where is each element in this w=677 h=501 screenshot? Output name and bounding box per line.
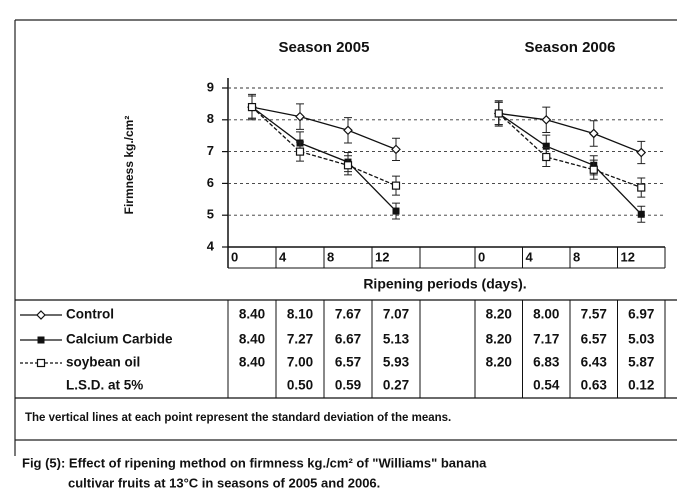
legend-marker: [37, 336, 45, 344]
point: [541, 114, 552, 125]
y-tick-label: 8: [207, 111, 214, 126]
table-cell: 6.67: [335, 332, 361, 347]
y-tick-label: 9: [207, 79, 214, 94]
panel-title: Season 2005: [279, 39, 370, 56]
y-tick-label: 5: [207, 207, 214, 222]
point: [247, 102, 257, 112]
series-line: [498, 112, 642, 189]
table-cell: 8.20: [486, 307, 512, 322]
x-tick-label: 0: [231, 249, 238, 264]
table-cell: 8.20: [486, 355, 512, 370]
point: [391, 144, 401, 155]
table-cell: 0.54: [533, 378, 560, 393]
table-cell: 6.57: [581, 332, 607, 347]
point: [637, 183, 646, 192]
table-cell: 7.57: [581, 307, 607, 322]
x-tick-label: 8: [573, 249, 580, 264]
table-cell: 7.67: [335, 307, 361, 322]
lsd-label: L.S.D. at 5%: [66, 378, 143, 393]
table-cell: 8.40: [239, 355, 265, 370]
table-cell: 5.93: [383, 355, 410, 370]
series-line: [251, 106, 397, 187]
note: The vertical lines at each point represe…: [25, 412, 451, 424]
x-tick-label: 0: [478, 249, 485, 264]
series-line: [251, 106, 397, 212]
panel-title: Season 2006: [525, 39, 616, 56]
series-line: [498, 112, 642, 154]
series-line: [498, 112, 642, 215]
table-cell: 6.57: [335, 355, 361, 370]
x-tick-label: 4: [526, 249, 534, 264]
series-line: [251, 106, 397, 150]
point: [637, 210, 645, 218]
table-cell: 5.03: [628, 332, 655, 347]
caption-line: cultivar fruits at 13°C in seasons of 20…: [68, 475, 380, 490]
point: [636, 147, 647, 158]
table-cell: 5.87: [628, 355, 654, 370]
point: [295, 147, 305, 156]
legend-label: Control: [66, 307, 114, 322]
legend-marker: [36, 310, 46, 320]
table-cell: 7.00: [287, 355, 313, 370]
table-cell: 8.40: [239, 332, 265, 347]
table-cell: 7.27: [287, 332, 313, 347]
point: [542, 152, 551, 162]
table-cell: 0.50: [287, 378, 313, 393]
table-cell: 0.59: [335, 378, 361, 393]
point: [588, 128, 599, 139]
point: [589, 165, 598, 174]
legend-label: Calcium Carbide: [66, 332, 173, 347]
legend-label: soybean oil: [66, 355, 140, 370]
table-cell: 8.10: [287, 307, 313, 322]
x-axis-label: Ripening periods (days).: [363, 276, 526, 292]
caption-line: Fig (5): Effect of ripening method on fi…: [22, 455, 487, 470]
table-cell: 8.00: [533, 307, 559, 322]
point: [494, 109, 503, 118]
y-tick-label: 6: [207, 175, 214, 190]
x-tick-label: 12: [621, 249, 635, 264]
table-cell: 0.12: [628, 378, 654, 393]
point: [295, 111, 305, 122]
table-cell: 6.83: [533, 355, 560, 370]
y-tick-label: 7: [207, 143, 214, 158]
legend-marker: [36, 358, 46, 368]
table-cell: 8.20: [486, 332, 512, 347]
point: [391, 181, 401, 190]
table-cell: 8.40: [239, 307, 265, 322]
y-axis-label: Firmness kg./cm²: [122, 116, 136, 215]
point: [392, 207, 400, 215]
table-cell: 7.17: [533, 332, 559, 347]
table-cell: 6.97: [628, 307, 654, 322]
table-cell: 5.13: [383, 332, 410, 347]
x-tick-label: 4: [279, 249, 287, 264]
point: [542, 142, 550, 150]
table-cell: 7.07: [383, 307, 409, 322]
table-cell: 0.63: [581, 378, 608, 393]
x-tick-label: 12: [375, 249, 389, 264]
x-tick-label: 8: [327, 249, 334, 264]
y-tick-label: 4: [207, 238, 215, 253]
table-cell: 0.27: [383, 378, 409, 393]
point: [343, 161, 353, 170]
point: [343, 125, 353, 136]
table-cell: 6.43: [581, 355, 608, 370]
